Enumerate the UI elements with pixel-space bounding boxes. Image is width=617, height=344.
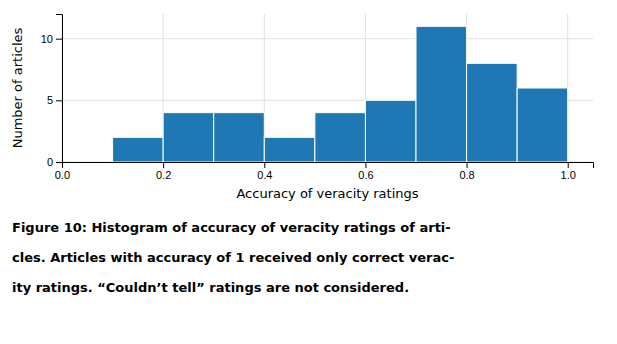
tick: 5 (47, 94, 62, 106)
bar (264, 137, 315, 162)
grid (62, 14, 593, 162)
tick-mark (568, 162, 569, 168)
tick: 10 (41, 33, 62, 45)
tick: 0.4 (257, 162, 272, 181)
tick-label: 0.0 (55, 169, 70, 181)
bar (315, 113, 366, 162)
bar (62, 162, 113, 163)
tick: 0 (47, 156, 62, 168)
tick-label: 0.2 (156, 169, 171, 181)
caption-line: Figure 10: Histogram of accuracy of vera… (12, 220, 451, 235)
x-axis-title: Accuracy of veracity ratings (236, 186, 418, 201)
plot: 0.0 0.2 0.4 0.6 0.8 1.0 0 5 10 Accuracy of veraci… (10, 14, 594, 201)
tick-mark (56, 162, 62, 163)
bar (517, 88, 568, 162)
tick-label: 0.6 (358, 169, 373, 181)
tick: 0.0 (55, 162, 70, 181)
tick-label: 1.0 (561, 169, 576, 181)
bars (113, 26, 568, 162)
tick-label: 10 (41, 33, 53, 45)
bar (467, 63, 518, 162)
x-axis: 0.0 0.2 0.4 0.6 0.8 1.0 (55, 162, 594, 181)
tick-label: 0 (47, 156, 53, 168)
tick-mark (365, 162, 366, 168)
grid-line (62, 38, 593, 39)
tick-mark (264, 162, 265, 168)
tick-mark (56, 100, 62, 101)
caption: Figure 10: Histogram of accuracy of vera… (12, 220, 454, 295)
axis-line (63, 163, 594, 169)
tick: 1.0 (561, 162, 576, 181)
tick-mark (163, 162, 164, 168)
tick: 0.8 (459, 162, 474, 181)
tick-mark (56, 39, 62, 40)
caption-line: cles. Articles with accuracy of 1 receiv… (12, 250, 454, 265)
tick-label: 0.8 (459, 169, 474, 181)
caption-line: ity ratings. “Couldn’t tell” ratings are… (12, 280, 409, 295)
tick: 0.6 (358, 162, 373, 181)
tick-mark (467, 162, 468, 168)
y-axis-title: Number of articles (10, 27, 25, 148)
bar (365, 100, 416, 162)
axis-line (56, 15, 63, 163)
bar (163, 113, 214, 162)
chart: 0.0 0.2 0.4 0.6 0.8 1.0 0 5 10 Accuracy of veraci… (0, 0, 617, 344)
bar (113, 137, 164, 162)
y-axis: 0 5 10 (41, 15, 63, 169)
tick-label: 5 (47, 94, 53, 106)
bar (416, 26, 467, 162)
bar (214, 113, 265, 162)
tick-label: 0.4 (257, 169, 272, 181)
tick: 0.2 (156, 162, 171, 181)
